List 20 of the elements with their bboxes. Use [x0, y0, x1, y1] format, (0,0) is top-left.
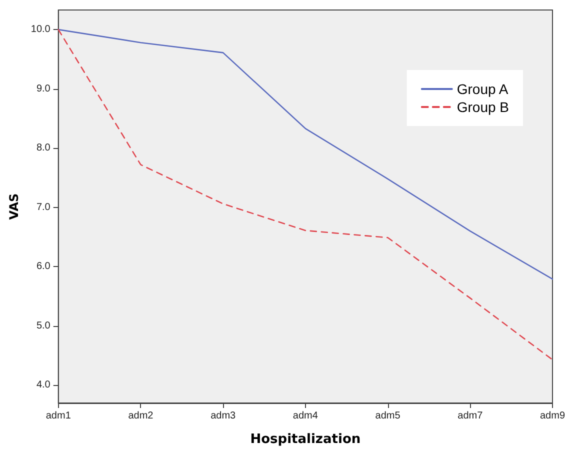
x-tick-label: adm9 — [540, 410, 566, 422]
x-tick-label: adm1 — [46, 410, 72, 422]
x-axis-title: Hospitalization — [250, 432, 361, 447]
y-tick-label: 8.0 — [36, 142, 51, 154]
line-series — [58, 28, 554, 360]
legend-label: Group B — [456, 99, 510, 115]
x-tick-label: adm2 — [128, 410, 154, 422]
line-series — [58, 28, 554, 280]
y-tick-label: 4.0 — [36, 380, 51, 391]
legend-label: Group A — [456, 81, 509, 97]
y-tick-label: 7.0 — [36, 202, 51, 213]
y-tick-label: 10.0 — [30, 24, 51, 36]
y-tick-label: 6.0 — [36, 261, 51, 272]
y-axis-title: VAS — [7, 193, 21, 220]
x-tick-label: adm3 — [210, 410, 236, 422]
x-tick-label: adm7 — [458, 410, 484, 422]
y-tick-label: 9.0 — [36, 83, 51, 94]
x-tick-label: adm5 — [375, 410, 401, 422]
x-tick-label: adm4 — [292, 410, 318, 422]
y-tick-label: 5.0 — [36, 320, 51, 332]
